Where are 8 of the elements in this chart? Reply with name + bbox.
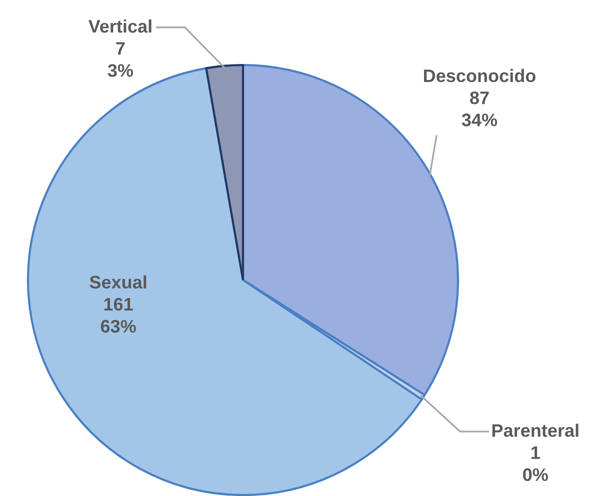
slice-label: Parenteral (492, 424, 578, 437)
data-label: 161 63% (100, 298, 136, 333)
slice-label: Vertical (88, 19, 152, 33)
slice-label: Sexual (90, 275, 146, 289)
data-label: 7 3% (108, 42, 134, 77)
data-label: 1 0% (523, 446, 548, 482)
slice-label: Desconocido (424, 68, 536, 82)
data-label: 87 34% (462, 91, 498, 126)
